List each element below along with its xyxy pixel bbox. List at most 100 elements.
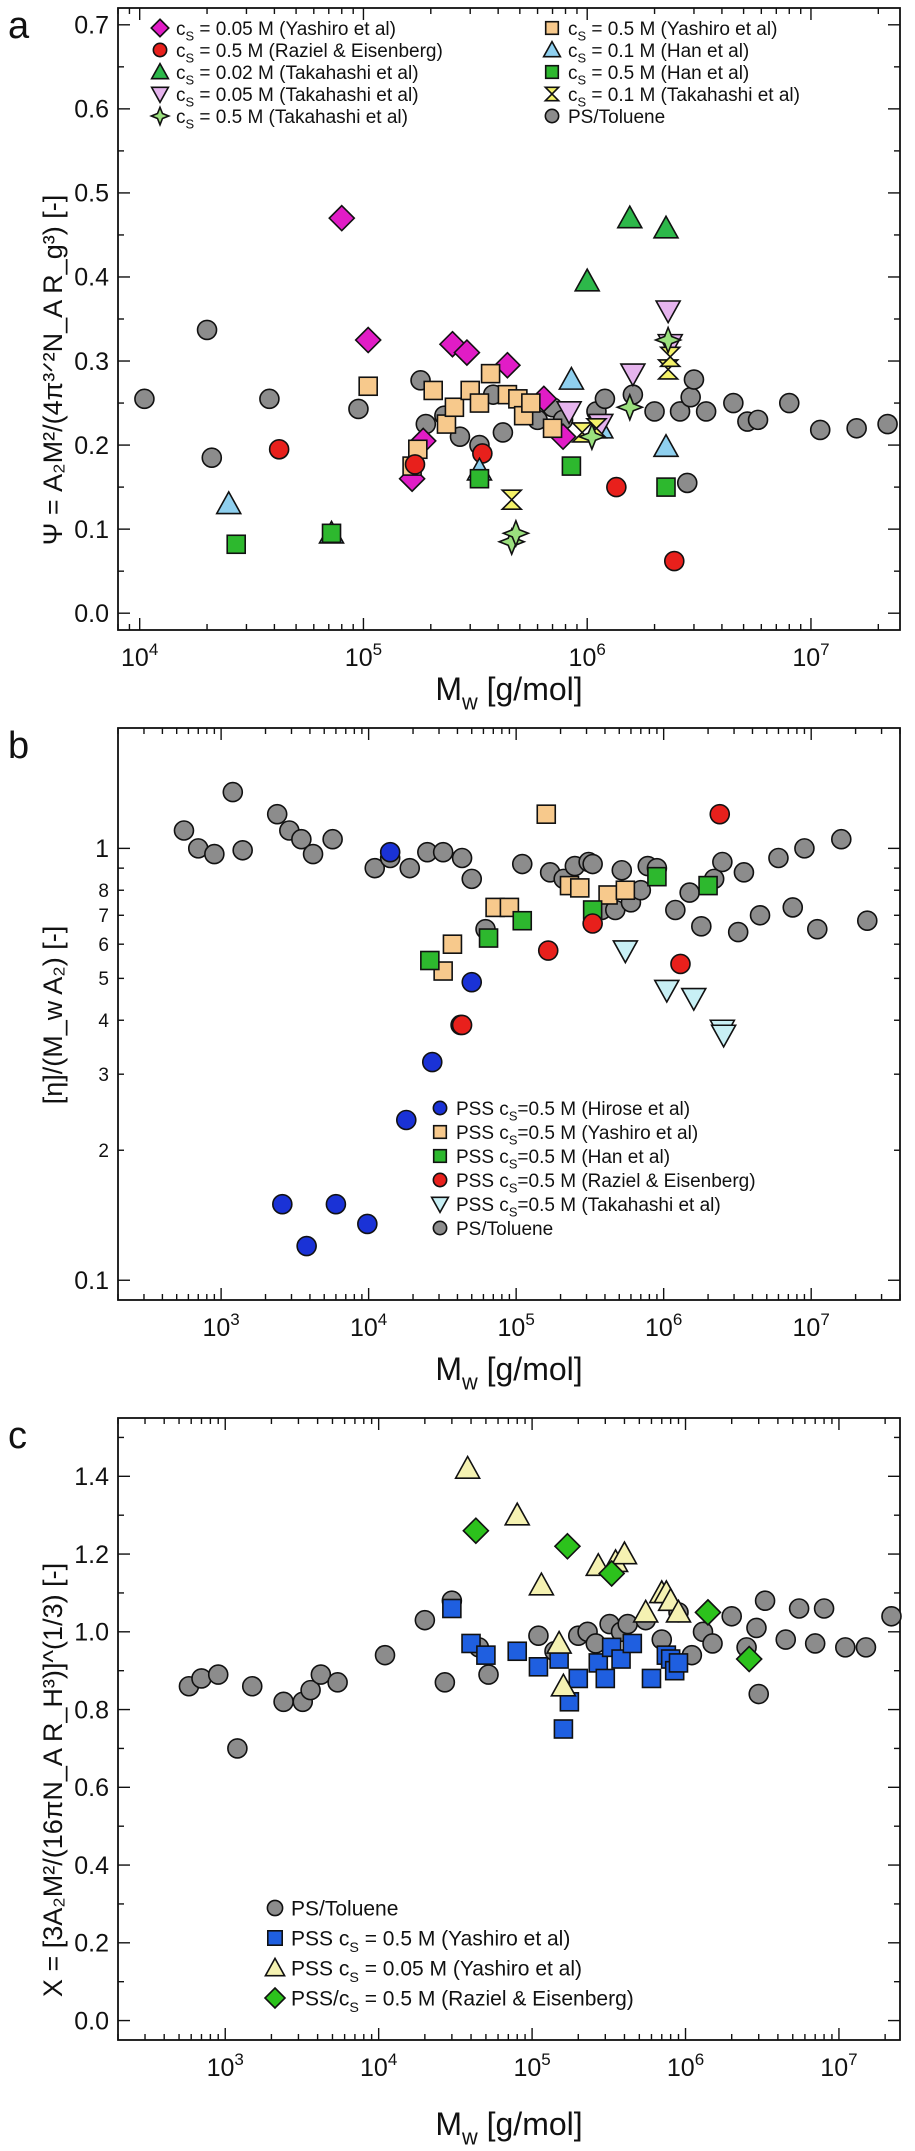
- data-point: [709, 803, 731, 825]
- data-point: [647, 866, 667, 887]
- data-point: [414, 1609, 436, 1631]
- data-point: [501, 518, 531, 548]
- data-point: [754, 1590, 776, 1612]
- data-point: [268, 438, 290, 460]
- data-point: [721, 1605, 743, 1627]
- y-tick-label: 0.1: [74, 516, 109, 544]
- panel-c: c X = [3A₂M²/(16πN_A R_H³)]^(1/3) [-] 10…: [8, 1415, 902, 2150]
- data-point: [357, 1213, 378, 1235]
- x-tick-label: 104: [360, 2050, 397, 2082]
- x-tick-label: 105: [498, 1310, 535, 1342]
- data-point: [695, 401, 717, 422]
- data-point: [834, 1637, 856, 1658]
- data-point: [573, 267, 601, 292]
- y-tick-label: 1.4: [74, 1463, 109, 1491]
- data-point: [680, 987, 708, 1012]
- legend: PS/Toluene PSS cS = 0.5 M (Yashiro et al)…: [263, 1898, 634, 2016]
- data-point: [480, 363, 501, 384]
- data-point: [558, 365, 585, 390]
- data-point: [536, 804, 557, 824]
- x-tick-label: 106: [569, 640, 606, 672]
- data-point: [611, 1649, 631, 1669]
- panel-letter: b: [8, 725, 29, 767]
- y-tick-label: 0.6: [74, 1774, 109, 1802]
- series-ps-toluene: [178, 1590, 902, 1759]
- data-point: [577, 422, 607, 452]
- legend-label: PSS/cS = 0.5 M (Raziel & Eisenberg): [291, 1988, 634, 2016]
- data-point: [379, 841, 401, 863]
- legend-label: cS = 0.5 M (Han et al): [568, 63, 749, 88]
- data-point: [528, 1657, 549, 1677]
- data-point: [507, 1641, 528, 1662]
- data-point: [598, 1559, 626, 1588]
- series-pss-cs-0-5-m-raziel-eisenberg-: [451, 803, 731, 1036]
- series-cs-0-02-m-takahashi-et-al-: [573, 204, 680, 292]
- data-point: [322, 828, 343, 850]
- data-point: [656, 477, 676, 497]
- data-point: [434, 1672, 456, 1693]
- legend-marker: [152, 42, 168, 58]
- data-point: [420, 950, 440, 971]
- y-tick-label: 1.0: [74, 1619, 109, 1647]
- y-axis-label: Ψ = A₂M²/(4π³ᐟ²N_A R_g³) [-]: [38, 195, 68, 545]
- data-point: [856, 910, 878, 932]
- data-point: [653, 979, 681, 1004]
- data-point: [668, 1653, 689, 1673]
- data-point: [542, 418, 563, 439]
- legend-label: PSS cS=0.5 M (Han et al): [456, 1147, 670, 1172]
- data-point: [553, 1532, 582, 1560]
- data-point: [809, 419, 831, 441]
- data-point: [553, 1719, 574, 1739]
- panel-letter: c: [8, 1415, 27, 1457]
- legend-label: cS = 0.05 M (Yashiro et al): [176, 19, 396, 44]
- y-tick-label: 4: [98, 1011, 109, 1032]
- x-tick-label: 107: [793, 1310, 830, 1342]
- data-point: [680, 386, 701, 408]
- data-point: [421, 1051, 443, 1073]
- y-tick-label: 0.2: [74, 1930, 109, 1958]
- x-tick-label: 106: [645, 1310, 682, 1342]
- data-point: [528, 1571, 555, 1596]
- legend-marker: [149, 105, 171, 127]
- data-point: [663, 550, 685, 572]
- legend-marker: [542, 39, 562, 58]
- data-point: [461, 868, 483, 890]
- data-point: [291, 828, 312, 850]
- legend-label: cS = 0.02 M (Takahashi et al): [176, 63, 419, 88]
- data-point: [615, 392, 645, 423]
- data-point: [813, 1598, 835, 1619]
- legend-label: cS = 0.1 M (Han et al): [568, 41, 749, 66]
- legend-label: PSS cS = 0.05 M (Yashiro et al): [291, 1958, 582, 1986]
- data-point: [788, 1598, 810, 1619]
- data-point: [665, 1598, 692, 1623]
- x-tick-label: 106: [667, 2050, 704, 2082]
- series-pss-cs-0-5-m-yashiro-et-al-: [433, 804, 636, 981]
- data-point: [222, 781, 244, 803]
- y-tick-label: 0.5: [74, 180, 109, 208]
- data-point: [665, 899, 686, 921]
- data-point: [616, 204, 644, 229]
- data-point: [670, 953, 691, 975]
- data-point: [679, 882, 700, 903]
- y-tick-label: 0.7: [74, 12, 109, 40]
- y-tick-label: 0.4: [74, 264, 109, 292]
- data-point: [399, 857, 421, 879]
- legend-label: cS = 0.1 M (Takahashi et al): [568, 85, 800, 110]
- data-point: [550, 1672, 577, 1697]
- data-point: [472, 443, 493, 464]
- data-point: [855, 1637, 877, 1658]
- data-point: [444, 397, 465, 418]
- data-point: [325, 1193, 347, 1215]
- data-point: [404, 454, 426, 475]
- x-tick-label: 104: [350, 1310, 387, 1342]
- data-point: [462, 1517, 490, 1545]
- data-point: [694, 1598, 722, 1627]
- x-tick-label: 103: [202, 1310, 239, 1342]
- series-cs-0-5-m-yashiro-et-al-: [358, 363, 563, 476]
- data-point: [644, 401, 665, 422]
- legend-label: PSS cS=0.5 M (Takahashi et al): [456, 1195, 721, 1220]
- data-point: [296, 1235, 317, 1257]
- legend-marker: [432, 1148, 448, 1164]
- legend: PSS cS=0.5 M (Hirose et al)PSS cS=0.5 M …: [430, 1099, 756, 1240]
